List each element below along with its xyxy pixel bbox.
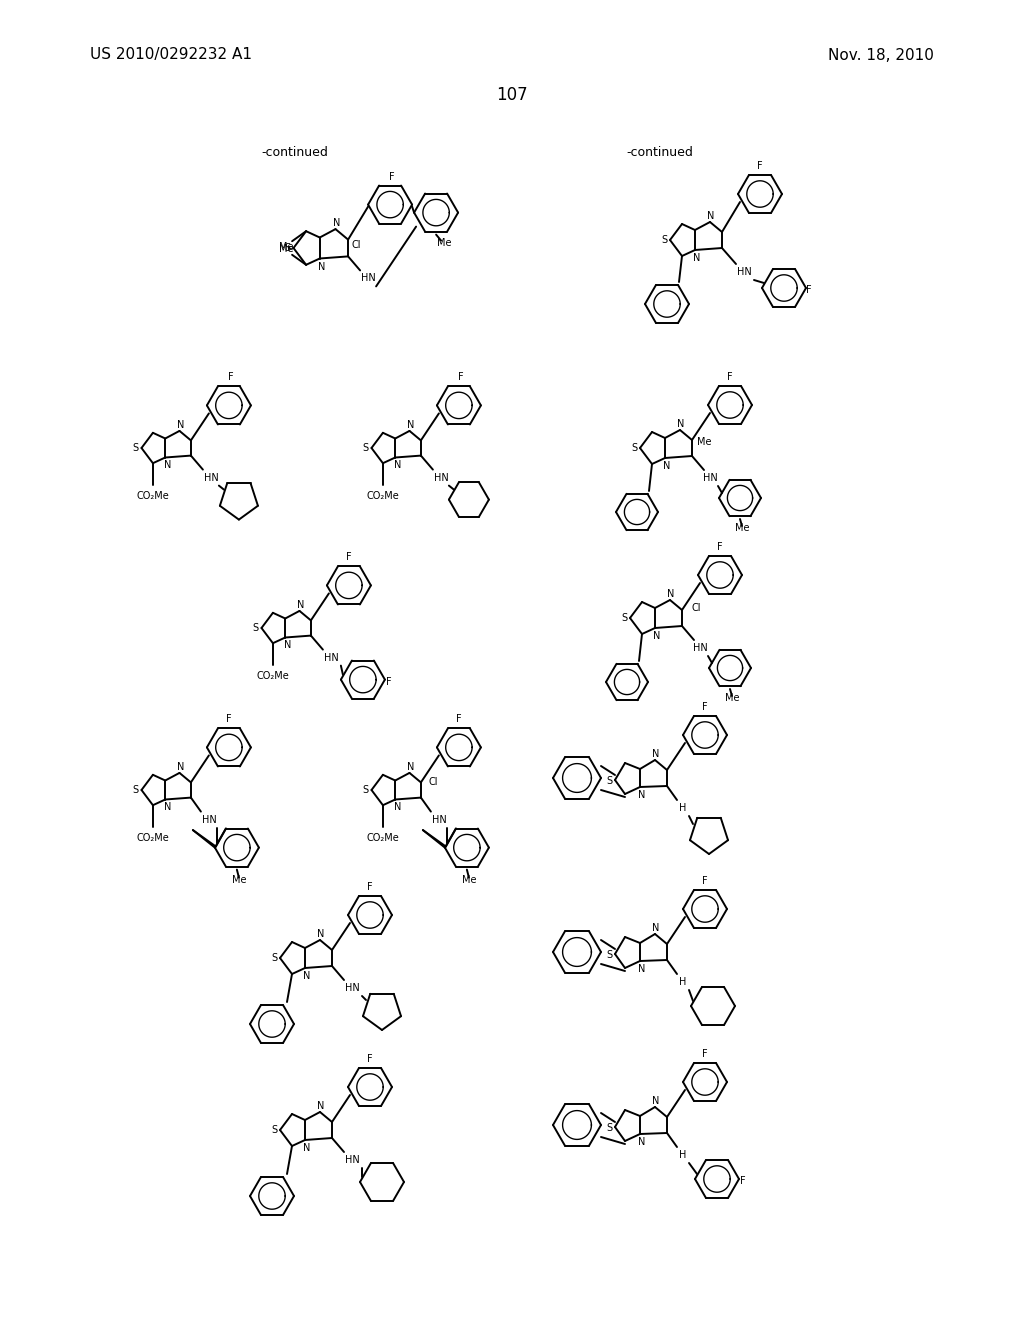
Text: CO₂Me: CO₂Me: [257, 671, 289, 681]
Text: N: N: [318, 261, 326, 272]
Text: N: N: [638, 789, 646, 800]
Text: N: N: [164, 461, 171, 470]
Text: F: F: [702, 1049, 708, 1059]
Text: Cl: Cl: [351, 240, 360, 249]
Text: N: N: [284, 640, 291, 651]
Text: S: S: [132, 444, 138, 453]
Text: -continued: -continued: [627, 145, 693, 158]
Text: HN: HN: [345, 1155, 359, 1166]
Text: F: F: [368, 1053, 373, 1064]
Text: HN: HN: [204, 473, 218, 483]
Text: N: N: [407, 762, 414, 772]
Text: N: N: [677, 418, 685, 429]
Text: Me: Me: [231, 875, 246, 884]
Text: N: N: [317, 929, 325, 939]
Text: N: N: [668, 589, 675, 599]
Text: H: H: [679, 803, 687, 813]
Text: F: F: [346, 552, 351, 562]
Text: CO₂Me: CO₂Me: [136, 491, 169, 502]
Text: H: H: [679, 1150, 687, 1160]
Text: S: S: [362, 785, 369, 795]
Text: HN: HN: [431, 814, 446, 825]
Text: N: N: [177, 762, 184, 772]
Text: F: F: [740, 1176, 745, 1185]
Text: N: N: [303, 1143, 310, 1152]
Text: F: F: [368, 882, 373, 892]
Text: F: F: [757, 161, 763, 172]
Text: N: N: [693, 253, 700, 263]
Text: -continued: -continued: [261, 145, 329, 158]
Text: Me: Me: [735, 523, 750, 533]
Text: N: N: [407, 420, 414, 430]
Text: N: N: [393, 461, 401, 470]
Text: CO₂Me: CO₂Me: [367, 491, 399, 502]
Text: F: F: [456, 714, 462, 725]
Text: N: N: [317, 1101, 325, 1111]
Text: F: F: [702, 876, 708, 886]
Text: H: H: [679, 977, 687, 987]
Text: HN: HN: [433, 473, 449, 483]
Text: Me: Me: [462, 875, 476, 884]
Text: S: S: [362, 444, 369, 453]
Text: Nov. 18, 2010: Nov. 18, 2010: [828, 48, 934, 62]
Text: S: S: [271, 953, 278, 964]
Text: F: F: [806, 285, 812, 294]
Text: Me: Me: [279, 242, 293, 252]
Text: 107: 107: [497, 86, 527, 104]
Text: F: F: [702, 702, 708, 711]
Text: N: N: [164, 803, 171, 813]
Text: S: S: [606, 950, 612, 960]
Text: S: S: [132, 785, 138, 795]
Text: US 2010/0292232 A1: US 2010/0292232 A1: [90, 48, 252, 62]
Text: F: F: [226, 714, 231, 725]
Text: N: N: [297, 599, 304, 610]
Text: N: N: [652, 923, 659, 933]
Text: CO₂Me: CO₂Me: [136, 833, 169, 843]
Text: Me: Me: [437, 238, 452, 248]
Text: F: F: [717, 543, 723, 552]
Text: HN: HN: [202, 814, 216, 825]
Text: N: N: [333, 218, 340, 228]
Text: F: F: [458, 372, 464, 383]
Text: S: S: [285, 243, 291, 253]
Text: S: S: [621, 612, 627, 623]
Text: Me: Me: [725, 693, 739, 704]
Text: N: N: [652, 748, 659, 759]
Text: N: N: [652, 1096, 659, 1106]
Text: Cl: Cl: [691, 603, 700, 612]
Text: HN: HN: [736, 267, 752, 277]
Text: S: S: [631, 444, 637, 453]
Text: Cl: Cl: [428, 777, 437, 788]
Text: N: N: [638, 964, 646, 974]
Text: F: F: [727, 372, 733, 381]
Text: F: F: [389, 172, 395, 182]
Text: N: N: [393, 803, 401, 813]
Text: N: N: [177, 420, 184, 430]
Text: HN: HN: [692, 643, 708, 653]
Text: Me: Me: [279, 244, 293, 255]
Text: N: N: [303, 972, 310, 981]
Text: S: S: [271, 1125, 278, 1135]
Text: S: S: [606, 776, 612, 785]
Text: S: S: [253, 623, 259, 634]
Text: S: S: [660, 235, 667, 246]
Text: Me: Me: [696, 437, 712, 447]
Text: HN: HN: [702, 473, 718, 483]
Text: S: S: [606, 1123, 612, 1133]
Text: N: N: [653, 631, 660, 642]
Text: HN: HN: [345, 983, 359, 993]
Text: N: N: [708, 211, 715, 220]
Text: N: N: [638, 1137, 646, 1147]
Text: F: F: [228, 372, 233, 383]
Text: F: F: [386, 677, 392, 686]
Text: HN: HN: [324, 652, 338, 663]
Text: HN: HN: [360, 273, 376, 284]
Text: N: N: [664, 461, 671, 471]
Text: CO₂Me: CO₂Me: [367, 833, 399, 843]
